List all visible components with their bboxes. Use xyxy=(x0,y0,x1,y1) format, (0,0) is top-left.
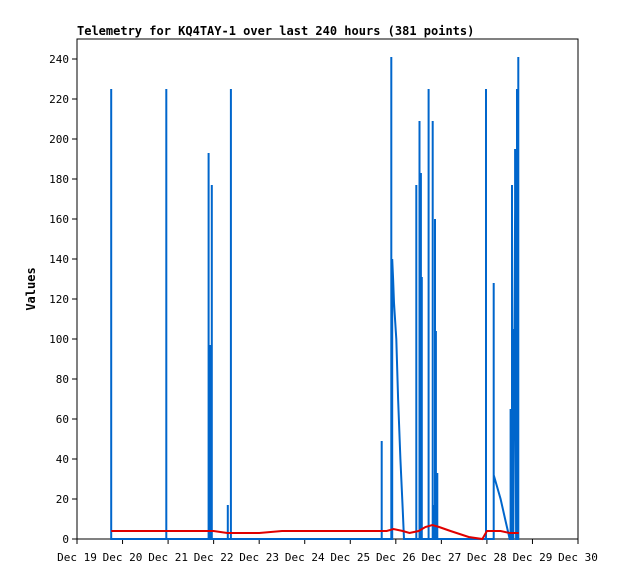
y-tick-label: 0 xyxy=(62,533,69,546)
x-tick-label: Dec 23 xyxy=(239,551,279,564)
x-tick-label: Dec 22 xyxy=(194,551,234,564)
y-tick-label: 140 xyxy=(49,253,69,266)
series-layer xyxy=(110,57,520,541)
series-line-0 xyxy=(110,57,520,540)
y-tick-label: 100 xyxy=(49,333,69,346)
y-tick-label: 60 xyxy=(56,413,69,426)
x-tick-label: Dec 25 xyxy=(330,551,370,564)
chart-title: Telemetry for KQ4TAY-1 over last 240 hou… xyxy=(77,24,474,38)
x-axis: Dec 19 Dec 20 Dec 21 Dec 22 Dec 23 Dec 24 Dec … xyxy=(57,539,598,564)
x-tick-label: Dec 29 xyxy=(513,551,553,564)
x-tick-label: Dec 20 xyxy=(103,551,143,564)
y-tick-label: 20 xyxy=(56,493,69,506)
y-tick-label: 240 xyxy=(49,53,69,66)
x-tick-label: Dec 24 xyxy=(285,551,325,564)
y-tick-label: 120 xyxy=(49,293,69,306)
x-tick-label: Dec 19 xyxy=(57,551,97,564)
y-tick-label: 80 xyxy=(56,373,69,386)
series-line-1 xyxy=(111,523,519,541)
x-tick-label: Dec 21 xyxy=(148,551,188,564)
plot-area xyxy=(76,38,579,540)
y-axis-label: Values xyxy=(24,267,38,310)
y-tick-label: 180 xyxy=(49,173,69,186)
y-tick-label: 160 xyxy=(49,213,69,226)
x-tick-label: Dec 27 xyxy=(421,551,461,564)
x-tick-label: Dec 28 xyxy=(467,551,507,564)
y-tick-label: 220 xyxy=(49,93,69,106)
x-tick-label: Dec 30 xyxy=(558,551,598,564)
y-tick-label: 40 xyxy=(56,453,69,466)
y-axis: 0 20 40 60 80 100 120 140 160 180 200 220 240 xyxy=(49,53,77,546)
y-tick-label: 200 xyxy=(49,133,69,146)
x-tick-label: Dec 26 xyxy=(376,551,416,564)
